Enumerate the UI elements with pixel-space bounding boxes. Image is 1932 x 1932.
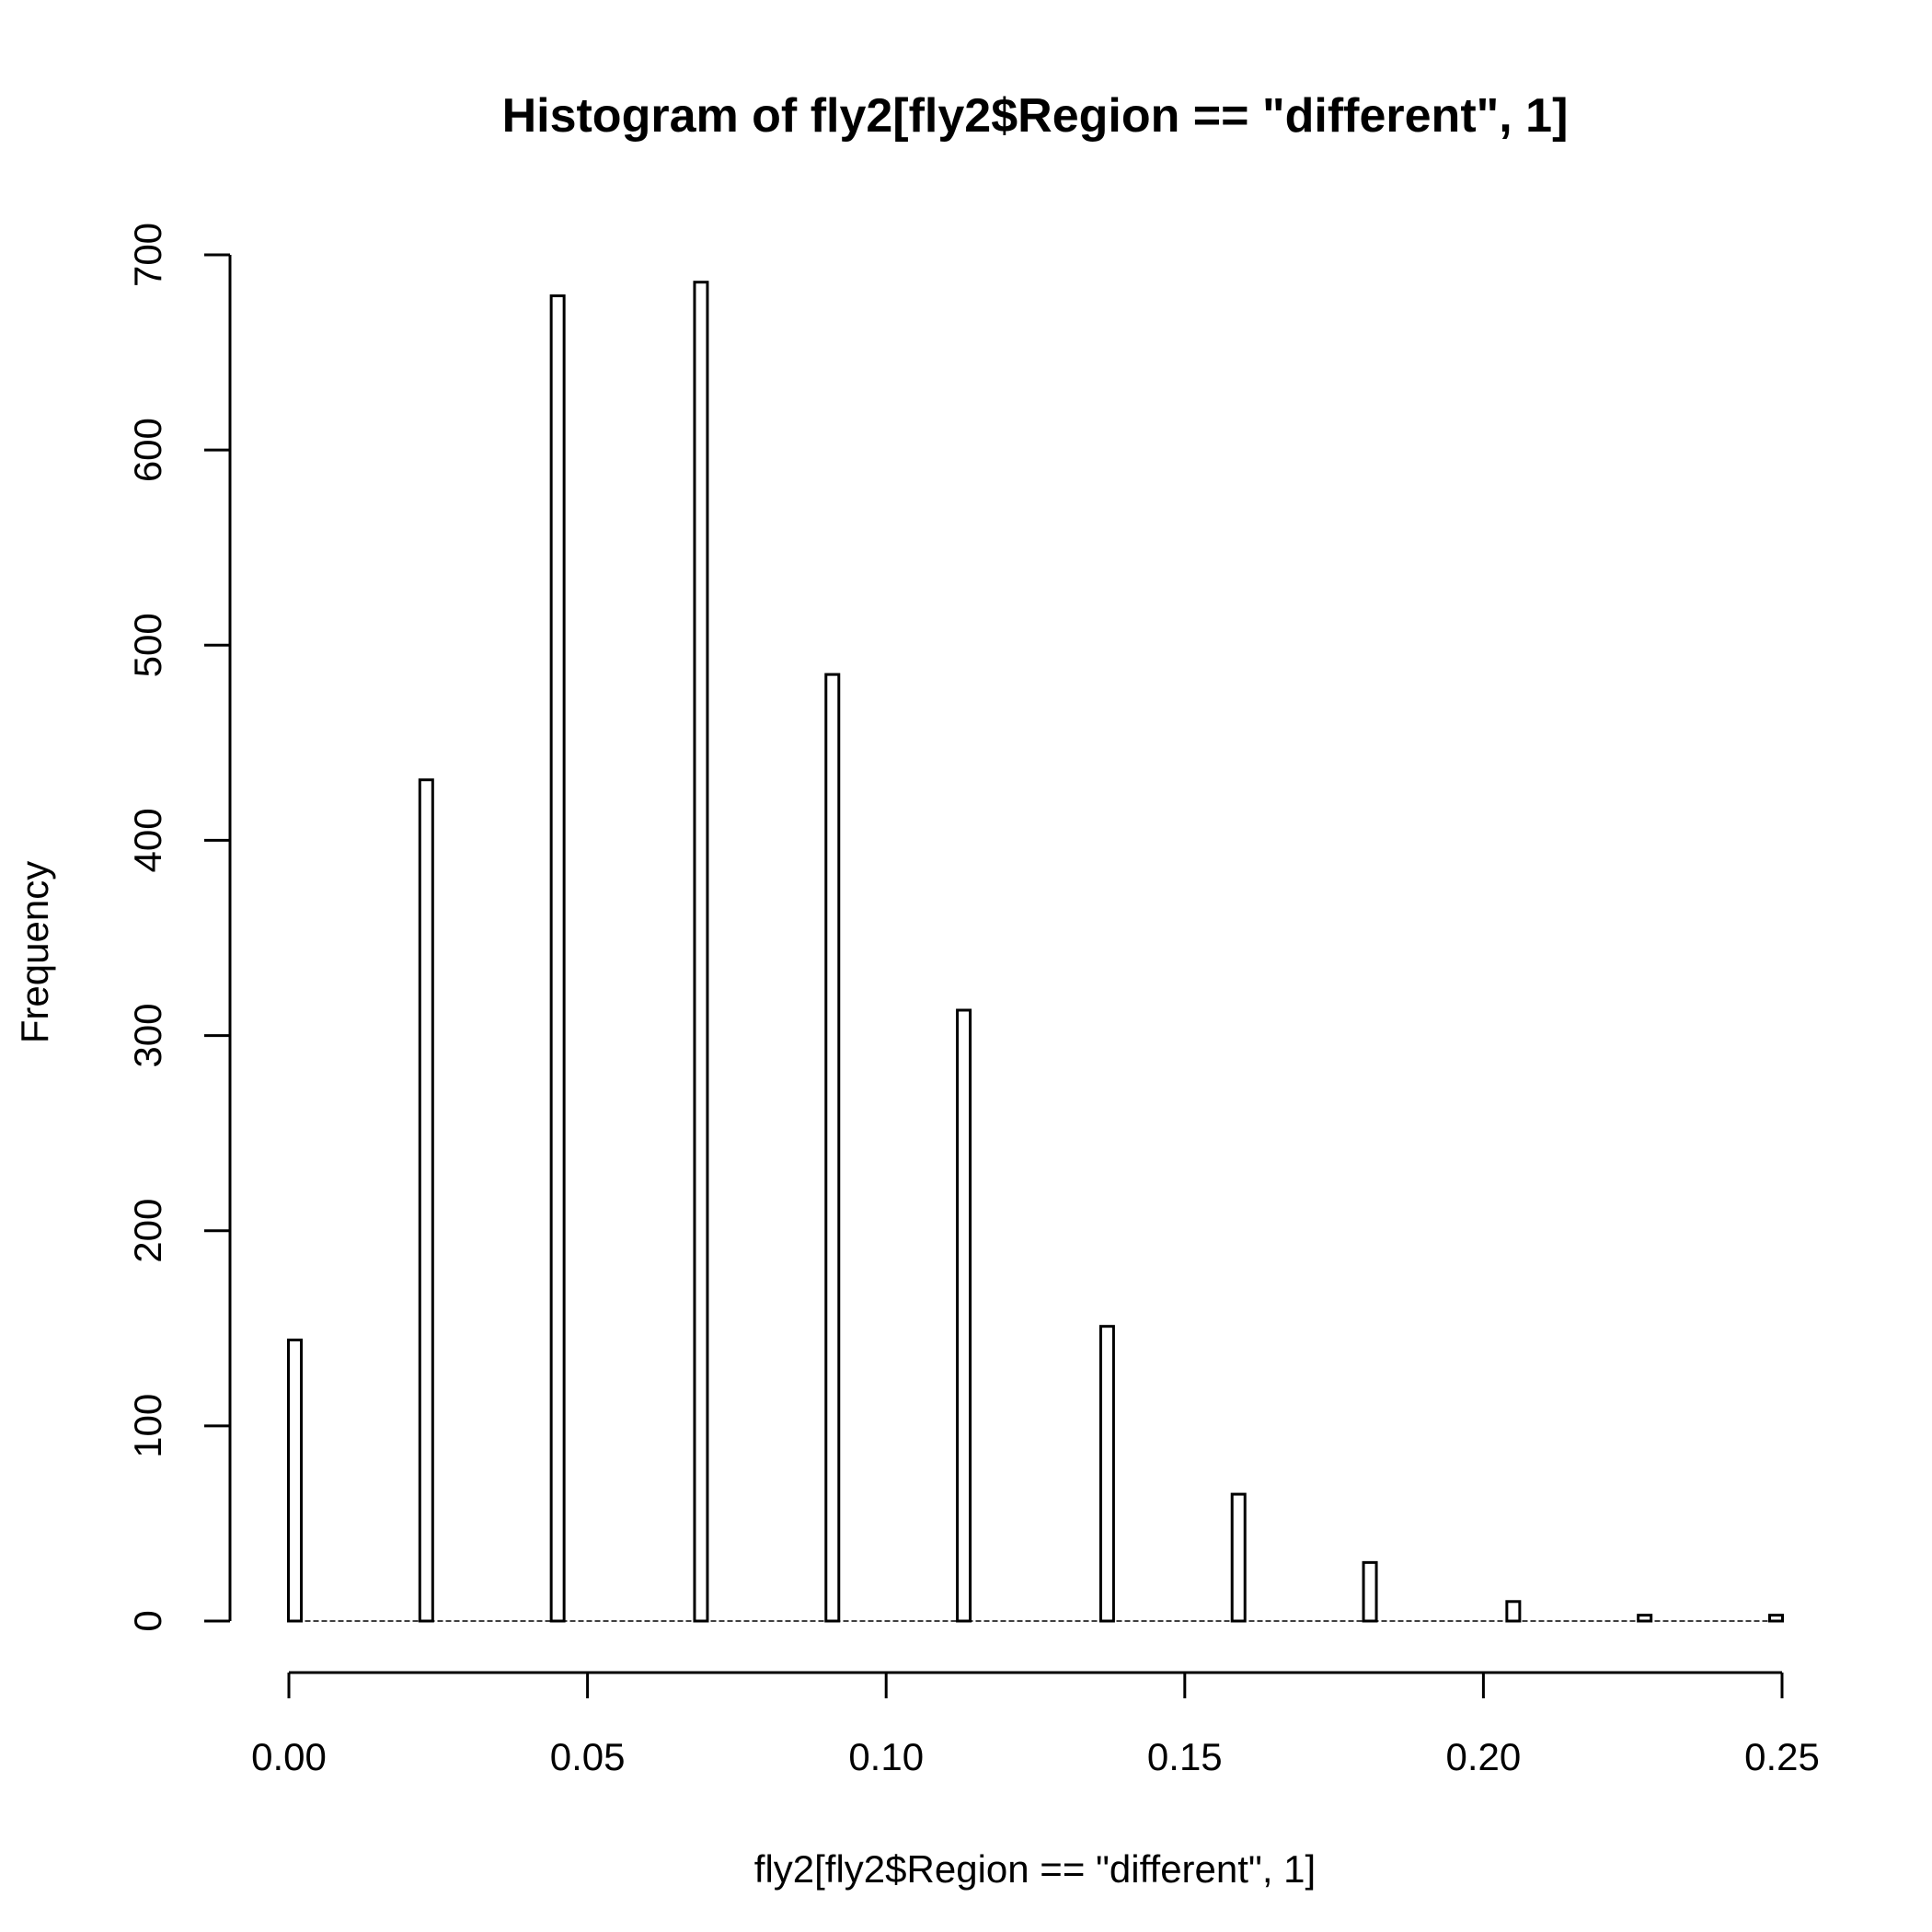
x-axis: 0.00 0.05 0.10 0.15 0.20 0.25: [251, 1671, 1820, 1778]
histogram-bar: [549, 294, 566, 1623]
x-tick-label: 0.25: [1744, 1735, 1820, 1778]
y-tick-label: 100: [126, 1394, 169, 1458]
y-tick-label: 400: [126, 808, 169, 872]
histogram-bar: [956, 1008, 972, 1623]
y-tick-label: 0: [126, 1610, 169, 1631]
histogram-bar: [1230, 1492, 1247, 1623]
chart-title: Histogram of fly2[fly2$Region == "differ…: [502, 89, 1569, 143]
histogram-bar: [1768, 1614, 1785, 1623]
plot-area: [286, 281, 1785, 1623]
histogram-bar: [286, 1339, 303, 1623]
x-tick-label: 0.00: [251, 1735, 327, 1778]
y-tick-label: 700: [126, 223, 169, 287]
y-axis-label: Frequency: [13, 861, 56, 1043]
x-tick-label: 0.20: [1446, 1735, 1522, 1778]
y-tick-label: 300: [126, 1004, 169, 1068]
histogram-bar: [1362, 1560, 1378, 1623]
histogram-bar: [1505, 1600, 1522, 1623]
y-tick-label: 200: [126, 1199, 169, 1263]
histogram-bar: [824, 673, 841, 1623]
x-tick-label: 0.05: [550, 1735, 626, 1778]
histogram-bar: [693, 281, 709, 1623]
y-axis: 0 100 200 300 400 500 600 700: [126, 223, 232, 1632]
y-tick-label: 500: [126, 613, 169, 677]
histogram-bar: [418, 778, 434, 1623]
y-tick-label: 600: [126, 418, 169, 482]
x-tick-label: 0.15: [1147, 1735, 1223, 1778]
histogram-bar: [1098, 1325, 1115, 1623]
histogram-bar: [1637, 1614, 1653, 1623]
x-axis-label: fly2[fly2$Region == "different", 1]: [754, 1847, 1316, 1891]
x-tick-label: 0.10: [848, 1735, 924, 1778]
